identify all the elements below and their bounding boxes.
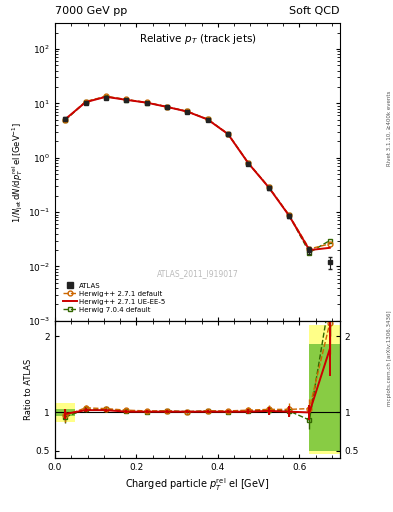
Text: ATLAS_2011_I919017: ATLAS_2011_I919017 — [156, 269, 239, 278]
X-axis label: Charged particle $p_T^{\rm rel}$ el [GeV]: Charged particle $p_T^{\rm rel}$ el [GeV… — [125, 476, 270, 493]
Bar — [55, 409, 75, 416]
Bar — [309, 325, 340, 455]
Bar — [309, 344, 340, 451]
Y-axis label: Ratio to ATLAS: Ratio to ATLAS — [24, 359, 33, 420]
Bar — [55, 403, 75, 422]
Legend: ATLAS, Herwig++ 2.7.1 default, Herwig++ 2.7.1 UE-EE-5, Herwig 7.0.4 default: ATLAS, Herwig++ 2.7.1 default, Herwig++ … — [61, 281, 167, 314]
Text: Soft QCD: Soft QCD — [290, 6, 340, 15]
Y-axis label: $1/N_{\rm jet}\,{\rm d}N/{\rm d}p_T^{\rm rel}\,{\rm el}\,[{\rm GeV}^{-1}]$: $1/N_{\rm jet}\,{\rm d}N/{\rm d}p_T^{\rm… — [11, 121, 25, 223]
Text: 7000 GeV pp: 7000 GeV pp — [55, 6, 127, 15]
Text: Relative $p_T$ (track jets): Relative $p_T$ (track jets) — [139, 32, 256, 46]
Text: mcplots.cern.ch [arXiv:1306.3436]: mcplots.cern.ch [arXiv:1306.3436] — [387, 311, 392, 406]
Text: Rivet 3.1.10, ≥400k events: Rivet 3.1.10, ≥400k events — [387, 90, 392, 166]
